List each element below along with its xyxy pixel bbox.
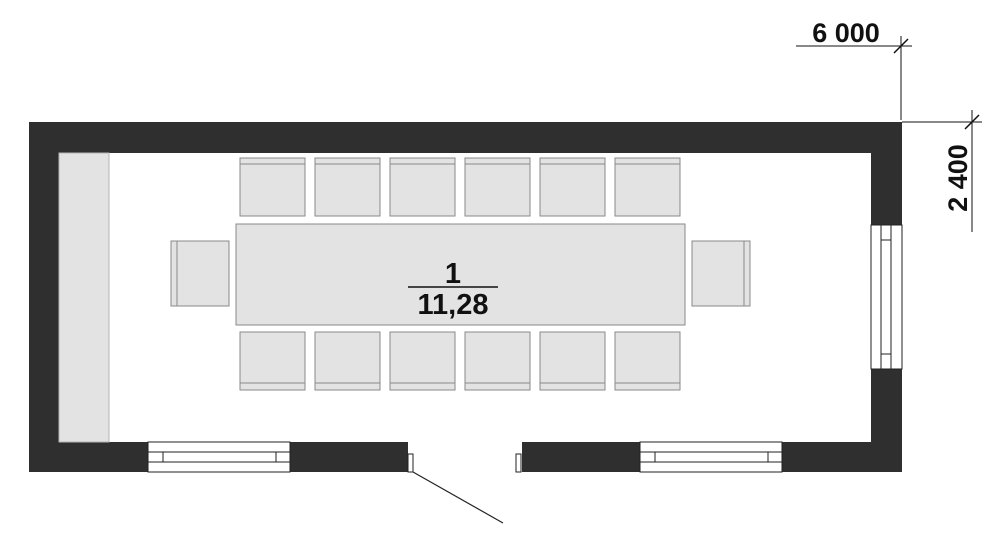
chair <box>539 331 606 391</box>
chair <box>614 157 681 217</box>
window-bottom-right <box>639 441 783 473</box>
chair <box>539 157 606 217</box>
chairs-top-row <box>239 157 681 217</box>
wall-top <box>29 122 902 153</box>
chair <box>614 331 681 391</box>
wall-bottom-mid-right <box>522 442 640 472</box>
wall-bottom-right <box>782 442 902 472</box>
chair <box>239 331 306 391</box>
chair <box>389 157 456 217</box>
wall-right-upper <box>871 122 902 225</box>
chair-right-end <box>691 240 751 307</box>
chair-left-end <box>170 240 230 307</box>
wall-bottom-left <box>29 442 148 472</box>
chairs-bottom-row <box>239 331 681 391</box>
wall-bottom-mid-left <box>290 442 408 472</box>
chair <box>314 331 381 391</box>
door <box>407 453 522 524</box>
chair <box>389 331 456 391</box>
chair <box>314 157 381 217</box>
room-area: 11,28 <box>418 289 489 321</box>
room-label: 1 11,28 <box>408 258 498 321</box>
chairs-ends <box>170 240 751 307</box>
wall-left <box>29 122 59 472</box>
door-jamb-right <box>515 453 522 473</box>
chair <box>464 157 531 217</box>
walls <box>29 122 902 472</box>
door-leaf <box>412 471 504 524</box>
dimension-depth: 2 400 <box>902 110 982 232</box>
chair <box>239 157 306 217</box>
dimension-width: 6 000 <box>796 18 912 120</box>
width-dimension-label: 6 000 <box>812 18 880 48</box>
chair <box>464 331 531 391</box>
door-jamb-left <box>407 453 414 473</box>
window-right <box>870 224 903 370</box>
window-bottom-left <box>147 441 291 473</box>
depth-dimension-label: 2 400 <box>943 144 973 212</box>
side-counter <box>58 152 110 443</box>
conference-table <box>235 223 686 326</box>
room-number: 1 <box>445 258 461 290</box>
